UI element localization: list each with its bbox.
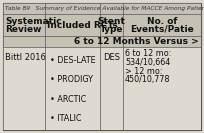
Bar <box>3 14 201 36</box>
Bar <box>3 36 201 47</box>
Bar <box>3 3 201 14</box>
Text: Events/Patie: Events/Patie <box>130 24 194 34</box>
Bar <box>3 47 201 130</box>
Text: • PRODIGY: • PRODIGY <box>50 75 93 84</box>
Text: Review: Review <box>5 24 41 34</box>
Text: Systematic: Systematic <box>5 16 62 26</box>
Text: Bittl 2016: Bittl 2016 <box>5 53 46 61</box>
Text: Table 89   Summary of Evidence Available for MACCE Among Patients With a Drug-El: Table 89 Summary of Evidence Available f… <box>5 6 204 11</box>
Text: DES: DES <box>103 53 120 61</box>
Text: Type: Type <box>100 24 123 34</box>
Text: 6 to 12 mo:: 6 to 12 mo: <box>125 49 171 59</box>
Text: No. of: No. of <box>147 16 177 26</box>
Text: • ARCTIC: • ARCTIC <box>50 95 86 104</box>
Text: > 12 mo:: > 12 mo: <box>125 66 163 76</box>
Text: • DES-LATE: • DES-LATE <box>50 56 96 65</box>
Text: • ITALIC: • ITALIC <box>50 114 82 123</box>
Text: Stent: Stent <box>98 16 125 26</box>
Text: 534/10,664: 534/10,664 <box>125 58 170 67</box>
Text: 450/10,778: 450/10,778 <box>125 75 171 84</box>
Text: 6 to 12 Months Versus >: 6 to 12 Months Versus > <box>74 37 199 46</box>
Text: Included RCTs: Included RCTs <box>47 20 118 30</box>
